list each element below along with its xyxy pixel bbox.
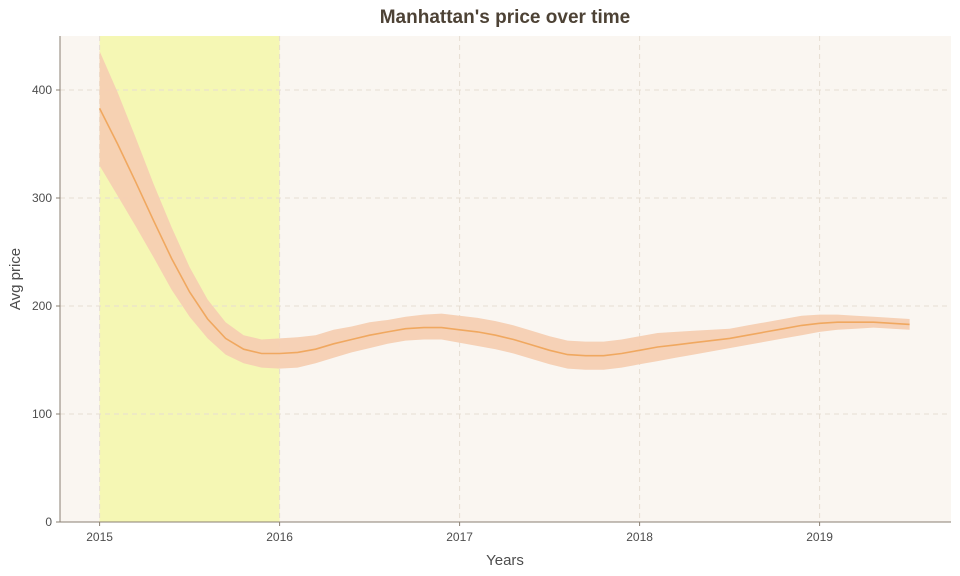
x-axis-title: Years (486, 552, 524, 569)
y-tick-label: 300 (32, 191, 52, 205)
y-axis-title: Avg price (7, 248, 24, 310)
price-line (98, 108, 910, 357)
y-tick-label: 400 (32, 83, 52, 97)
x-tick-label: 2016 (266, 530, 293, 544)
x-tick-label: 2018 (626, 530, 653, 544)
chart-title: Manhattan's price over time (380, 7, 631, 28)
y-tick-label: 200 (32, 299, 52, 313)
y-tick-label: 0 (45, 515, 52, 529)
y-tick-label: 100 (32, 407, 52, 421)
x-tick-label: 2015 (86, 530, 113, 544)
x-tick-label: 2017 (446, 530, 473, 544)
x-tick-label: 2019 (806, 530, 833, 544)
